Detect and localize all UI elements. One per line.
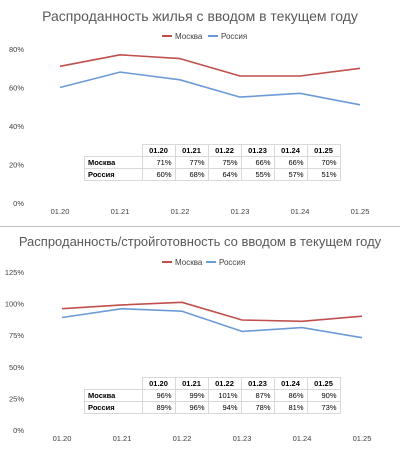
y-tick-label: 0%: [13, 426, 24, 435]
series-line-russia: [59, 71, 361, 106]
legend-label: Россия: [221, 32, 247, 41]
x-tick-label: 01.23: [231, 207, 250, 216]
table-cell: 89%: [141, 401, 176, 414]
table-header-cell: 01.23: [240, 144, 275, 157]
table-cell: 96%: [174, 401, 209, 414]
table-cell: 94%: [207, 401, 242, 414]
y-tick-label: 20%: [9, 161, 24, 170]
table-row-label: Россия: [84, 401, 143, 414]
table-row: Россия 60% 68% 64% 55% 57% 51%: [84, 168, 341, 181]
panel-divider: [0, 226, 400, 227]
table-cell: 101%: [207, 389, 242, 402]
x-tick-label: 01.23: [233, 434, 252, 443]
chart-title: Распроданность жилья с вводом в текущем …: [42, 8, 358, 24]
chart-plot-area: 0%25%50%75%100%125%01.20 01.21 01.22 01.23 0…: [5, 258, 372, 443]
y-tick-label: 80%: [9, 45, 24, 54]
y-tick-label: 60%: [9, 84, 24, 93]
table-header-cell: 01.24: [273, 144, 308, 157]
table-header-cell: 01.25: [306, 144, 341, 157]
chart-title: Распроданность/стройготовность со вводом…: [18, 234, 382, 249]
table-cell: 77%: [174, 156, 209, 169]
table-cell: 55%: [240, 168, 275, 181]
chart-panel-2: Распроданность/стройготовность со вводом…: [0, 226, 400, 451]
x-tick-label: 01.22: [171, 207, 190, 216]
y-tick-label: 0%: [13, 199, 24, 208]
series-line-russia: [61, 307, 363, 339]
table-cell: 64%: [207, 168, 242, 181]
table-cell: 51%: [306, 168, 341, 181]
y-tick-label: 50%: [9, 363, 24, 372]
table-cell: 71%: [141, 156, 176, 169]
table-row-label: Москва: [84, 156, 143, 169]
x-tick-label: 01.20: [53, 434, 72, 443]
table-row: Москва 71% 77% 75% 66% 66% 70%: [84, 156, 341, 169]
table-cell: 73%: [306, 401, 341, 414]
y-tick-label: 25%: [9, 394, 24, 403]
table-cell: 66%: [273, 156, 308, 169]
table-corner: [84, 377, 143, 390]
table-header-cell: 01.20: [141, 377, 176, 390]
legend-label: Россия: [219, 258, 245, 267]
table-cell: 99%: [174, 389, 209, 402]
table-header-cell: 01.20: [141, 144, 176, 157]
table-cell: 57%: [273, 168, 308, 181]
table-row-label: Москва: [84, 389, 143, 402]
series-line-moscow: [59, 53, 361, 77]
table-cell: 86%: [273, 389, 308, 402]
table-header-cell: 01.21: [174, 377, 209, 390]
table-row: Россия 89% 96% 94% 78% 81% 73%: [84, 401, 341, 414]
x-tick-label: 01.21: [113, 434, 132, 443]
table-cell: 81%: [273, 401, 308, 414]
table-cell: 66%: [240, 156, 275, 169]
legend-label: Москва: [175, 258, 203, 267]
table-header-cell: 01.22: [207, 377, 242, 390]
x-tick-label: 01.24: [293, 434, 312, 443]
chart-plot-area: 0%20%40%60%80%01.20 01.21 01.22 01.23 01.24 0…: [9, 32, 370, 216]
y-tick-label: 125%: [5, 268, 25, 277]
table-cell: 70%: [306, 156, 341, 169]
x-tick-label: 01.24: [291, 207, 310, 216]
table-row: Москва 96% 99% 101% 87% 86% 90%: [84, 389, 341, 402]
table-header-cell: 01.25: [306, 377, 341, 390]
table-header-cell: 01.24: [273, 377, 308, 390]
data-table: 01.20 01.21 01.22 01.23 01.24 01.25 Москва 71% 7…: [84, 144, 341, 181]
table-corner: [84, 144, 143, 157]
table-header-cell: 01.23: [240, 377, 275, 390]
table-cell: 96%: [141, 389, 176, 402]
data-table: 01.20 01.21 01.22 01.23 01.24 01.25 Москва 96% 9…: [84, 377, 341, 414]
y-tick-label: 40%: [9, 122, 24, 131]
y-tick-label: 75%: [9, 331, 24, 340]
series-line-moscow: [61, 301, 363, 323]
x-tick-label: 01.21: [111, 207, 130, 216]
y-tick-label: 100%: [5, 300, 25, 309]
table-cell: 60%: [141, 168, 176, 181]
chart-panel-1: Распроданность жилья с вводом в текущем …: [9, 8, 370, 216]
x-tick-label: 01.20: [51, 207, 70, 216]
table-cell: 75%: [207, 156, 242, 169]
table-header-cell: 01.22: [207, 144, 242, 157]
table-cell: 87%: [240, 389, 275, 402]
table-header-cell: 01.21: [174, 144, 209, 157]
x-tick-label: 01.25: [351, 207, 370, 216]
x-tick-label: 01.22: [173, 434, 192, 443]
table-cell: 90%: [306, 389, 341, 402]
x-tick-label: 01.25: [353, 434, 372, 443]
table-row-label: Россия: [84, 168, 143, 181]
table-cell: 78%: [240, 401, 275, 414]
legend-label: Москва: [175, 32, 203, 41]
table-cell: 68%: [174, 168, 209, 181]
